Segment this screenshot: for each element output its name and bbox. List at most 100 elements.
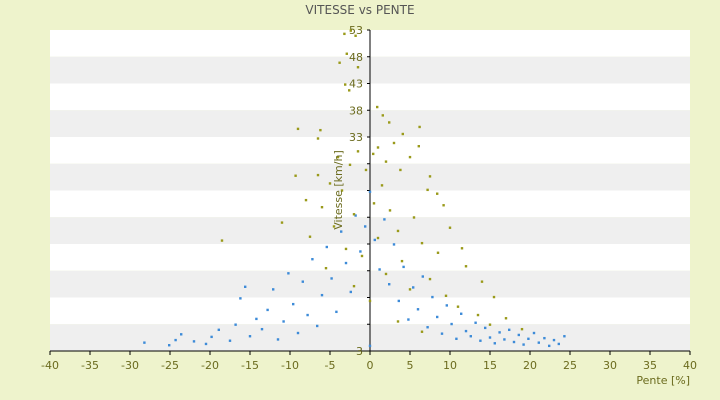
x-tick-label: 30: [603, 359, 617, 372]
data-point: [397, 299, 400, 303]
data-point: [319, 128, 322, 132]
data-point: [384, 160, 388, 163]
data-point: [296, 127, 300, 131]
data-point: [272, 288, 275, 291]
data-point: [407, 318, 410, 321]
data-point: [338, 61, 341, 64]
data-point: [368, 299, 372, 303]
data-point: [484, 326, 487, 330]
data-point: [488, 336, 492, 339]
data-point: [352, 284, 356, 288]
y-tick-label: 53: [349, 24, 363, 37]
data-point: [488, 323, 492, 326]
x-tick-label: 10: [443, 359, 457, 372]
x-tick-label: 20: [523, 359, 537, 372]
y-tick-label: 33: [349, 131, 363, 144]
data-point: [460, 312, 463, 315]
data-point: [431, 295, 434, 299]
data-point: [464, 329, 468, 333]
data-point: [373, 238, 376, 242]
data-point: [180, 333, 183, 336]
data-point: [543, 336, 546, 340]
data-point: [348, 163, 352, 167]
data-point: [408, 155, 412, 159]
data-point: [345, 52, 348, 55]
data-point: [304, 198, 308, 202]
data-point: [316, 324, 319, 328]
data-point: [280, 221, 284, 224]
data-point: [557, 342, 560, 346]
data-point: [563, 335, 566, 338]
data-point: [376, 146, 380, 149]
y-tick-label: 43: [349, 78, 363, 91]
data-point: [143, 341, 146, 344]
y-axis-title: Vitesse [km/h]: [332, 150, 345, 230]
data-point: [368, 344, 372, 348]
data-point: [220, 239, 224, 242]
data-point: [217, 328, 220, 332]
x-tick-label: -30: [121, 359, 139, 372]
x-tick-label: 40: [683, 359, 697, 372]
data-point: [266, 308, 269, 312]
data-point: [276, 338, 280, 341]
data-point: [360, 254, 364, 258]
data-point: [520, 327, 524, 331]
data-point: [504, 317, 508, 320]
data-point: [344, 261, 348, 265]
data-point: [301, 280, 304, 283]
data-point: [328, 182, 332, 185]
data-point: [426, 326, 429, 329]
data-point: [292, 302, 295, 306]
chart-title: VITESSE vs PENTE: [305, 3, 414, 17]
data-point: [450, 322, 453, 326]
data-point: [508, 328, 511, 332]
data-point: [192, 340, 196, 343]
data-point: [330, 277, 333, 280]
data-point: [436, 315, 439, 319]
data-point: [352, 213, 356, 216]
y-tick-label: 38: [349, 104, 363, 117]
data-point: [492, 295, 496, 299]
x-tick-label: 35: [643, 359, 657, 372]
x-ticks: -40 -35 -30 -25 -20 -15 -10 -5 0 5 10 15 20 25 30 35 40: [41, 351, 697, 372]
data-point: [444, 294, 448, 297]
data-point: [418, 125, 421, 129]
data-point: [316, 173, 320, 177]
data-point: [210, 335, 213, 339]
data-point: [344, 83, 347, 86]
data-point: [296, 331, 300, 335]
data-point: [392, 141, 396, 145]
data-point: [320, 205, 324, 209]
data-point: [517, 333, 520, 337]
data-point: [498, 331, 501, 334]
data-point: [384, 272, 388, 276]
x-axis-title: Pente [%]: [636, 374, 690, 387]
data-point: [417, 145, 420, 148]
series-group: [143, 29, 566, 348]
data-point: [420, 330, 424, 333]
data-point: [381, 114, 384, 117]
data-point: [282, 320, 285, 323]
data-point: [552, 338, 556, 342]
data-point: [260, 327, 264, 331]
data-point: [356, 150, 360, 153]
data-point: [402, 265, 405, 269]
data-point: [532, 331, 536, 335]
x-tick-label: 0: [367, 359, 374, 372]
data-point: [421, 275, 424, 278]
data-point: [376, 105, 379, 109]
data-point: [311, 257, 314, 261]
data-point: [408, 288, 412, 291]
data-point: [354, 34, 357, 37]
data-point: [512, 340, 516, 344]
data-point: [364, 225, 367, 228]
data-point: [320, 293, 324, 297]
y-tick-label: 48: [349, 51, 363, 64]
data-point: [426, 188, 429, 192]
data-point: [344, 247, 348, 251]
data-point: [248, 335, 252, 338]
data-point: [527, 337, 530, 341]
